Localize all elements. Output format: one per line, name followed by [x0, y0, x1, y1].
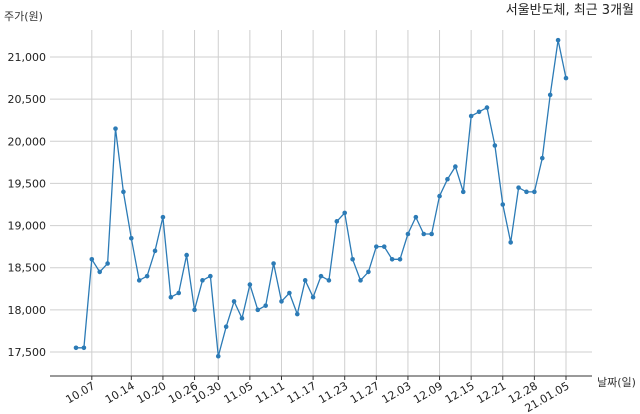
data-point — [366, 269, 371, 275]
y-tick-label: 20,500 — [8, 93, 47, 106]
data-point — [358, 278, 363, 283]
data-point — [294, 311, 300, 317]
data-point — [516, 185, 521, 190]
data-point — [563, 75, 569, 81]
data-point — [247, 282, 253, 287]
data-point — [437, 193, 442, 199]
data-point — [200, 278, 205, 283]
data-point — [192, 307, 197, 313]
x-axis-title: 날짜(일) — [597, 375, 636, 389]
x-tick-label: 12.15 — [443, 379, 477, 406]
data-point — [208, 273, 213, 279]
data-point — [532, 189, 537, 195]
data-point — [539, 155, 545, 161]
data-point — [302, 278, 308, 283]
data-point — [500, 202, 506, 207]
data-point — [405, 231, 411, 237]
data-point — [334, 219, 340, 224]
data-point — [239, 315, 245, 321]
x-tick-label: 12.03 — [380, 379, 414, 406]
x-tick-label: 11.23 — [316, 379, 350, 406]
data-point — [326, 278, 332, 283]
data-point — [524, 189, 529, 195]
data-point — [445, 176, 450, 182]
y-tick-label: 18,500 — [8, 262, 47, 275]
y-tick-label: 18,000 — [8, 304, 47, 317]
chart-title: 서울반도체, 최근 3개월 — [506, 3, 634, 18]
y-tick-label: 20,000 — [8, 135, 47, 148]
data-point — [287, 290, 292, 296]
data-point — [223, 324, 229, 330]
y-tick-labels: 17,500 18,000 18,500 19,000 19,500 20,000 20,5… — [8, 51, 47, 359]
data-point — [271, 261, 276, 266]
data-point — [555, 37, 561, 43]
data-point — [176, 290, 182, 296]
data-point — [113, 126, 118, 131]
data-point — [413, 214, 419, 220]
x-tick-label: 10.07 — [64, 379, 98, 406]
data-point — [184, 252, 189, 258]
x-tick-label: 10.20 — [135, 379, 169, 406]
x-tick-label: 10.14 — [103, 379, 137, 406]
data-point — [508, 240, 513, 245]
data-point — [547, 92, 553, 98]
y-tick-label: 19,500 — [8, 177, 47, 190]
data-point — [381, 244, 387, 249]
data-point — [263, 303, 268, 308]
x-tick-label: 11.05 — [222, 379, 256, 406]
data-point — [374, 244, 379, 249]
y-tick-label: 19,000 — [8, 220, 47, 233]
data-point — [279, 299, 284, 304]
data-point — [429, 231, 434, 237]
data-point — [160, 214, 166, 220]
data-point — [318, 273, 324, 279]
data-point — [168, 294, 174, 300]
data-point — [468, 113, 474, 119]
data-point — [460, 189, 466, 195]
data-point — [73, 345, 79, 351]
data-point — [89, 256, 95, 262]
x-tick-label: 11.11 — [253, 379, 287, 406]
data-point — [81, 345, 87, 351]
x-tick-label: 11.17 — [285, 379, 319, 406]
data-point — [129, 235, 134, 241]
data-point — [144, 273, 150, 279]
x-tick-label: 12.09 — [411, 379, 445, 406]
data-point — [255, 307, 261, 313]
data-point — [105, 261, 110, 266]
data-point — [397, 256, 403, 262]
data-point — [231, 299, 237, 304]
data-point — [389, 256, 395, 262]
data-point — [121, 189, 126, 195]
data-point — [492, 143, 498, 148]
price-line — [76, 39, 567, 357]
data-point — [484, 105, 490, 110]
data-point — [215, 353, 221, 359]
x-tick-label: 12.21 — [474, 379, 508, 406]
data-point — [310, 294, 316, 300]
y-axis-title: 주가(원) — [4, 10, 43, 23]
x-tick-label: 11.27 — [348, 379, 382, 406]
x-tick-labels: 10.07 10.1410.2010.2610.3011.0511.1111.17… — [64, 379, 572, 414]
data-point — [97, 269, 103, 275]
data-point — [136, 278, 142, 283]
data-point — [476, 109, 482, 115]
grid-lines — [50, 30, 592, 380]
data-point — [152, 248, 158, 254]
data-point — [350, 256, 355, 262]
y-tick-label: 21,000 — [8, 51, 47, 64]
y-tick-label: 17,500 — [8, 346, 47, 359]
data-point — [421, 231, 427, 237]
data-point — [342, 210, 348, 216]
price-series — [73, 37, 569, 359]
data-point — [453, 164, 458, 169]
